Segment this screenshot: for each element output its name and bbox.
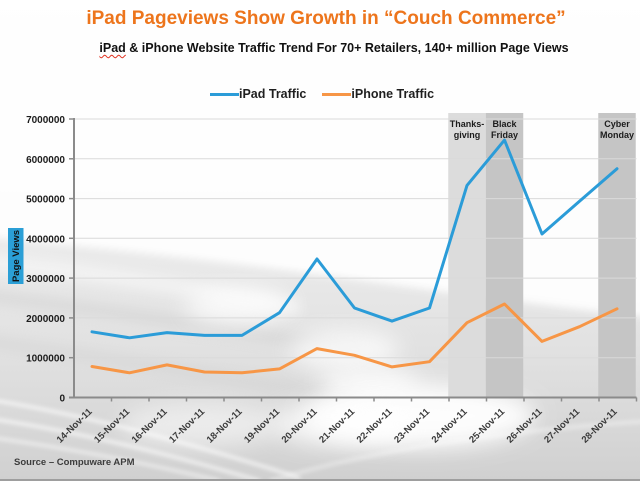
svg-text:18-Nov-11: 18-Nov-11 [205, 406, 245, 446]
svg-text:3000000: 3000000 [26, 274, 65, 285]
svg-text:2000000: 2000000 [26, 314, 65, 325]
svg-text:4000000: 4000000 [26, 234, 65, 245]
svg-text:27-Nov-11: 27-Nov-11 [542, 406, 582, 446]
svg-text:Page Views: Page Views [11, 230, 22, 282]
svg-text:5000000: 5000000 [26, 195, 65, 206]
svg-text:1000000: 1000000 [26, 354, 65, 365]
svg-text:0: 0 [59, 394, 65, 405]
svg-text:giving: giving [454, 130, 481, 140]
svg-text:19-Nov-11: 19-Nov-11 [242, 406, 282, 446]
svg-text:Cyber: Cyber [604, 119, 630, 129]
svg-text:28-Nov-11: 28-Nov-11 [580, 406, 620, 446]
svg-text:7000000: 7000000 [26, 115, 65, 126]
svg-text:26-Nov-11: 26-Nov-11 [505, 406, 545, 446]
svg-text:22-Nov-11: 22-Nov-11 [355, 406, 395, 446]
svg-text:20-Nov-11: 20-Nov-11 [280, 406, 320, 446]
svg-text:25-Nov-11: 25-Nov-11 [467, 406, 507, 446]
svg-text:Friday: Friday [491, 130, 518, 140]
svg-text:15-Nov-11: 15-Nov-11 [92, 406, 132, 446]
svg-text:Monday: Monday [600, 130, 634, 140]
svg-text:17-Nov-11: 17-Nov-11 [167, 406, 207, 446]
svg-text:Black: Black [492, 119, 517, 129]
svg-text:24-Nov-11: 24-Nov-11 [430, 406, 470, 446]
svg-text:Thanks-: Thanks- [450, 119, 485, 129]
svg-text:16-Nov-11: 16-Nov-11 [130, 406, 170, 446]
svg-text:6000000: 6000000 [26, 155, 65, 166]
svg-text:21-Nov-11: 21-Nov-11 [317, 406, 357, 446]
svg-text:14-Nov-11: 14-Nov-11 [55, 406, 95, 446]
svg-text:23-Nov-11: 23-Nov-11 [392, 406, 432, 446]
